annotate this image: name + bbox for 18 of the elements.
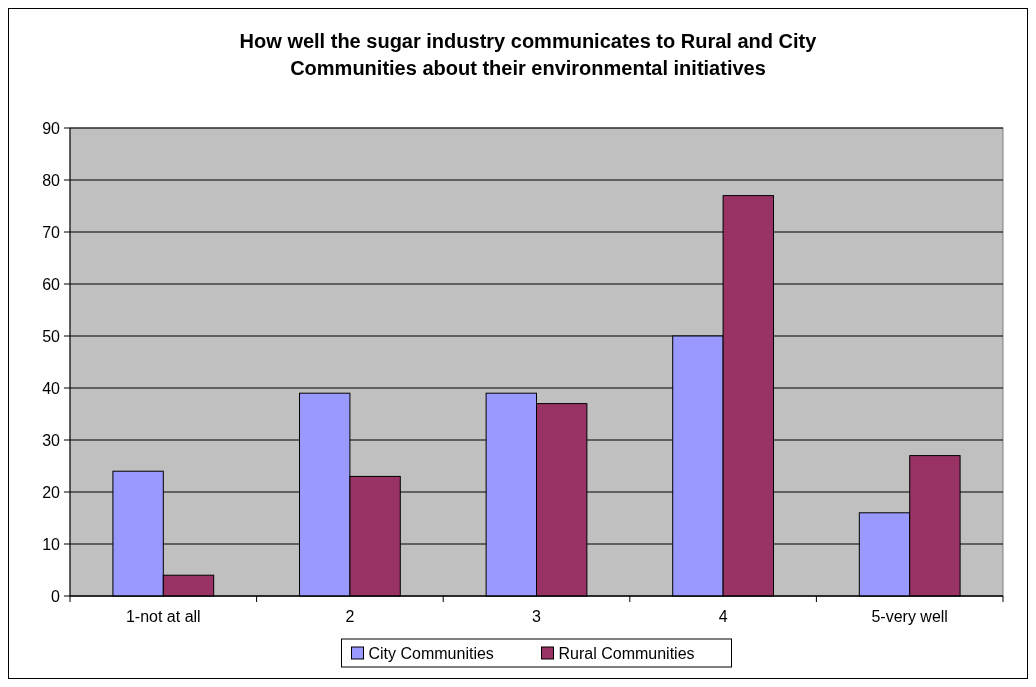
chart-title: How well the sugar industry communicates to Rural and City Communities about their environmental initiatives bbox=[239, 30, 818, 79]
x-tick-label: 5-very well bbox=[871, 608, 948, 625]
y-tick-label: 90 bbox=[42, 119, 61, 137]
y-tick-label: 80 bbox=[42, 171, 61, 189]
x-tick-label: 2 bbox=[345, 608, 355, 625]
y-tick-label: 70 bbox=[42, 223, 61, 241]
y-tick-label: 60 bbox=[42, 275, 61, 293]
y-tick-label: 40 bbox=[42, 379, 61, 397]
x-tick-label: 3 bbox=[532, 608, 542, 625]
x-tick-label: 4 bbox=[718, 608, 728, 625]
legend-label: Rural Communities bbox=[558, 644, 695, 662]
y-tick-label: 0 bbox=[51, 587, 61, 605]
y-tick-label: 20 bbox=[42, 483, 61, 501]
y-tick-label: 10 bbox=[42, 535, 61, 553]
y-tick-label: 30 bbox=[42, 431, 61, 449]
y-tick-label: 50 bbox=[42, 327, 61, 345]
legend-label: City Communities bbox=[368, 644, 494, 662]
x-tick-label: 1-not at all bbox=[125, 608, 201, 625]
